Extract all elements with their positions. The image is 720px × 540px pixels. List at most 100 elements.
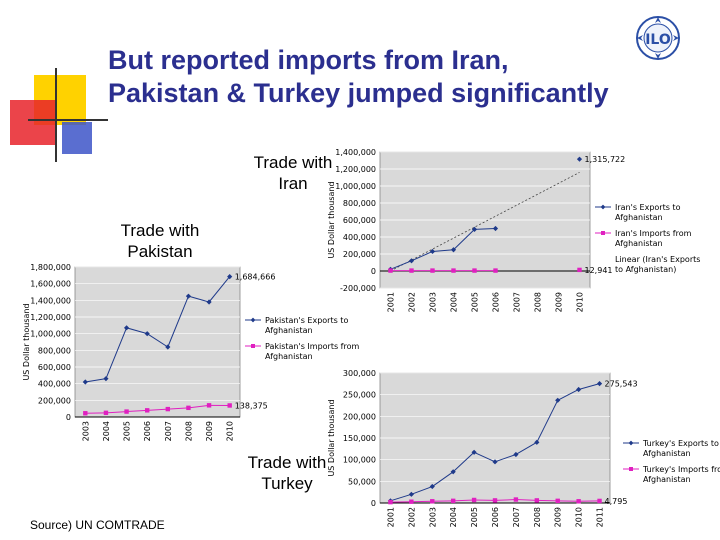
data-point bbox=[576, 386, 582, 393]
y-tick-label: 0 bbox=[371, 267, 376, 276]
data-point bbox=[430, 268, 435, 273]
y-tick-label: 800,000 bbox=[343, 199, 376, 208]
decoration-red-square bbox=[10, 100, 55, 145]
y-tick-label: 1,200,000 bbox=[335, 165, 376, 174]
data-point bbox=[577, 267, 582, 273]
x-tick-label: 2008 bbox=[534, 292, 543, 312]
data-point bbox=[206, 299, 212, 305]
y-axis-label: US Dollar thousand bbox=[327, 181, 336, 258]
data-point bbox=[430, 499, 435, 504]
x-tick-label: 2007 bbox=[164, 421, 173, 441]
series-line-segment bbox=[453, 228, 475, 251]
series-line-segment bbox=[188, 404, 210, 409]
data-point bbox=[513, 497, 519, 502]
series-line-segment bbox=[105, 411, 127, 414]
x-tick-label: 2006 bbox=[143, 421, 152, 441]
series-line-segment bbox=[432, 249, 454, 252]
x-tick-label: 2006 bbox=[492, 292, 501, 312]
data-point bbox=[597, 498, 602, 504]
slide-title: But reported imports from Iran, Pakistan… bbox=[108, 44, 668, 110]
data-point bbox=[409, 499, 414, 504]
x-tick-label: 2007 bbox=[512, 507, 521, 527]
data-point bbox=[472, 268, 477, 273]
x-tick-label: 2004 bbox=[449, 507, 458, 527]
chart-iran: -200,000 0 200,000 400,000 600,000 800,000 1,0… bbox=[327, 148, 700, 312]
data-point bbox=[492, 498, 498, 503]
data-point bbox=[471, 226, 478, 232]
series-line-segment bbox=[188, 295, 210, 303]
data-label: 1,684,666 bbox=[235, 273, 276, 282]
legend-label: Linear (Iran's Exports to Afghanistan) bbox=[615, 255, 700, 274]
series-line-segment bbox=[473, 451, 496, 463]
series-line-segment bbox=[167, 407, 189, 410]
data-point bbox=[124, 409, 129, 414]
y-tick-label: 400,000 bbox=[343, 233, 376, 242]
series-line-segment bbox=[453, 499, 475, 502]
data-point bbox=[492, 225, 499, 232]
plot-area bbox=[74, 266, 241, 418]
series-line-segment bbox=[208, 276, 231, 303]
series-line-segment bbox=[515, 441, 538, 455]
x-tick-label: 2008 bbox=[184, 421, 193, 441]
series-line-segment bbox=[494, 499, 516, 501]
x-tick-label: 2009 bbox=[205, 421, 214, 441]
x-tick-label: 2003 bbox=[428, 507, 437, 527]
x-tick-label: 2007 bbox=[513, 292, 522, 312]
legend-swatch-marker bbox=[629, 467, 633, 471]
series-line-segment bbox=[126, 327, 148, 335]
data-point bbox=[451, 268, 456, 273]
caption-line: Trade with bbox=[120, 221, 200, 240]
y-tick-label: 200,000 bbox=[343, 250, 376, 259]
series-line-segment bbox=[452, 451, 475, 473]
y-tick-label: 200,000 bbox=[38, 396, 71, 405]
y-axis-label: US Dollar thousand bbox=[22, 303, 31, 380]
y-tick-label: 1,600,000 bbox=[30, 280, 71, 289]
series-line-segment bbox=[411, 250, 433, 262]
data-point bbox=[596, 380, 603, 387]
data-point bbox=[83, 411, 88, 416]
series-line-segment bbox=[431, 471, 454, 487]
trendline bbox=[390, 172, 580, 272]
data-point bbox=[493, 268, 498, 273]
x-tick-label: 2004 bbox=[102, 421, 111, 441]
y-tick-label: 50,000 bbox=[348, 477, 376, 486]
data-point bbox=[450, 498, 456, 504]
x-tick-label: 2005 bbox=[470, 507, 479, 527]
y-tick-label: 800,000 bbox=[38, 346, 71, 355]
data-point bbox=[492, 459, 498, 465]
x-tick-label: 2008 bbox=[533, 507, 542, 527]
series-line-segment bbox=[147, 408, 168, 411]
legend-swatch-marker bbox=[251, 344, 255, 348]
data-label: 138,375 bbox=[235, 401, 268, 410]
y-tick-label: 150,000 bbox=[343, 434, 376, 443]
caption-line: Trade with bbox=[253, 153, 333, 172]
x-tick-label: 2002 bbox=[408, 292, 417, 312]
data-label: 275,543 bbox=[605, 380, 638, 389]
x-tick-label: 2010 bbox=[576, 292, 585, 312]
legend-swatch-marker bbox=[628, 440, 634, 446]
legend-label: Pakistan's Imports from Afghanistan bbox=[265, 342, 359, 361]
slide-title-line-2: Pakistan & Turkey jumped significantly bbox=[108, 78, 609, 108]
caption-trade-with-pakistan: Trade with Pakistan bbox=[110, 220, 210, 262]
series-line-segment bbox=[167, 295, 189, 348]
y-tick-label: -200,000 bbox=[340, 284, 376, 293]
data-point bbox=[165, 344, 171, 350]
data-label: 12,941 bbox=[585, 266, 613, 275]
x-tick-label: 2005 bbox=[123, 421, 132, 441]
data-point bbox=[388, 499, 393, 505]
legend-swatch-marker bbox=[600, 204, 606, 210]
series-line-segment bbox=[390, 493, 412, 502]
data-point bbox=[144, 408, 150, 413]
data-label: 4,795 bbox=[605, 497, 628, 506]
legend-label: Pakistan's Exports to Afghanistan bbox=[265, 316, 348, 335]
y-tick-label: 400,000 bbox=[38, 380, 71, 389]
data-point bbox=[186, 405, 191, 411]
data-point bbox=[409, 268, 414, 273]
data-point bbox=[388, 268, 393, 273]
x-tick-label: 2001 bbox=[386, 507, 395, 527]
series-line-segment bbox=[85, 378, 107, 383]
y-tick-label: 1,000,000 bbox=[335, 182, 376, 191]
series-line-segment bbox=[557, 389, 579, 401]
caption-trade-with-iran: Trade with Iran bbox=[248, 152, 338, 194]
svg-text:ILO: ILO bbox=[645, 32, 671, 48]
